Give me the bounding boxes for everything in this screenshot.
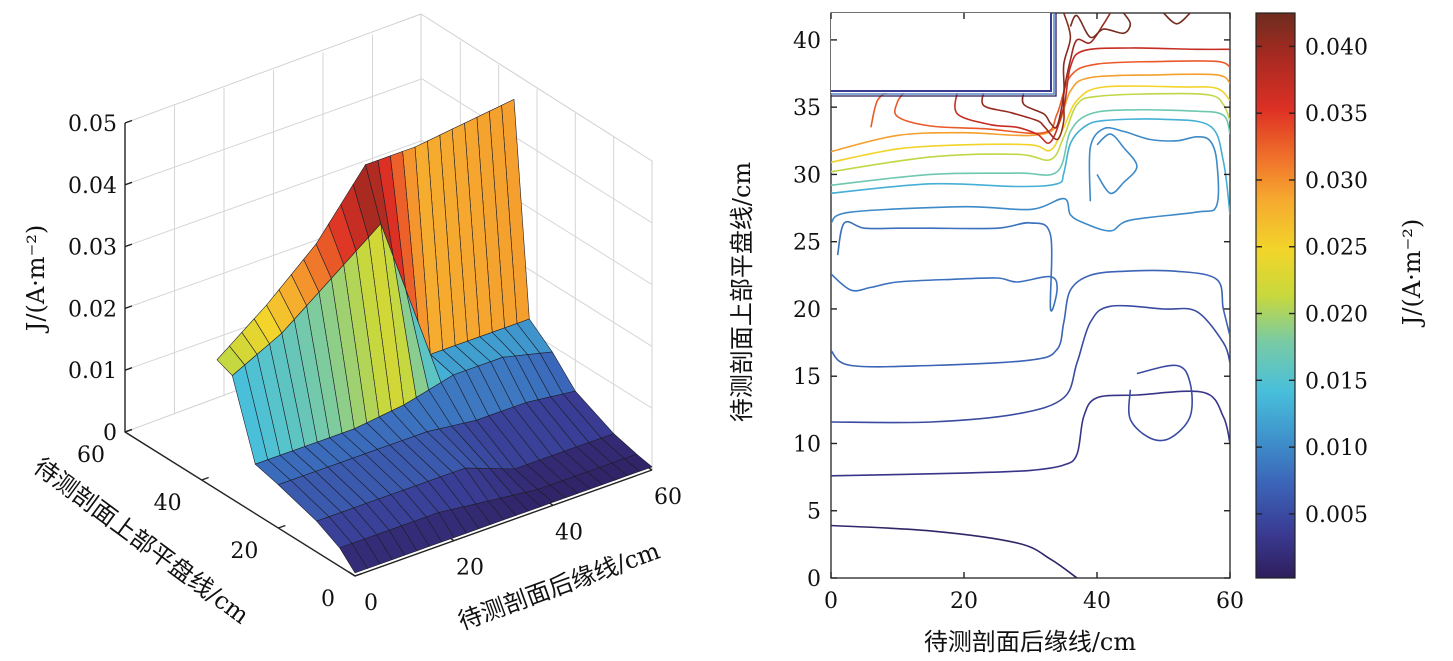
contour-line (1162, 13, 1191, 25)
contour-line (831, 73, 1230, 153)
contour-line (1069, 13, 1132, 39)
colorbar-tick-label: 0.015 (1305, 369, 1368, 394)
contour-line (831, 524, 1078, 578)
colorbar-label: J/(A·m⁻²) (1398, 219, 1426, 328)
surface-x-axis-label: 待测剖面后缘线/cm (454, 537, 663, 636)
y-tick-label: 0 (321, 587, 335, 612)
contour-line (1021, 13, 1072, 129)
contour-y-tick-label: 40 (793, 29, 821, 54)
contour-plot: 0 20 40 60 0 5 10 15 20 25 30 35 40 待测剖面后缘线/cm 待测剖面… (728, 12, 1426, 656)
colorbar-tick-label: 0.040 (1305, 35, 1368, 60)
x-tick (348, 571, 356, 577)
z-tick-label: 0.03 (68, 236, 117, 261)
surface-y-axis-label: 待测剖面上部平盘线/cm (28, 452, 254, 629)
y-tick (201, 476, 209, 481)
contour-line (831, 304, 1230, 424)
z-tick (124, 119, 133, 124)
y-tick (354, 572, 363, 577)
contour-line (831, 126, 1220, 232)
contour-line (1128, 364, 1193, 442)
colorbar-tick-label: 0.030 (1305, 169, 1368, 194)
colorbar-tick-label: 0.020 (1305, 303, 1368, 328)
x-tick-label: 40 (555, 520, 583, 545)
colorbar (1255, 12, 1296, 579)
contour-line (981, 13, 1111, 141)
z-tick (124, 181, 133, 186)
x-tick-label: 20 (456, 556, 484, 581)
surface-plot: 0 0.01 0.02 0.03 0.04 0.05 0 20 40 60 0 20 40 60 J/… (22, 13, 682, 636)
surface-ticks (124, 119, 653, 577)
surface-patch (339, 543, 368, 574)
contour-x-tick-label: 60 (1216, 589, 1244, 614)
contour-y-tick-label: 30 (793, 163, 821, 188)
contour-line (831, 118, 1230, 215)
contour-line (831, 269, 1230, 368)
contour-line (954, 47, 1230, 144)
y-tick-label: 60 (77, 443, 105, 468)
wall-gridline (124, 78, 653, 224)
z-tick (124, 305, 133, 310)
x-tick-labels: 0 20 40 60 (364, 485, 682, 616)
contour-y-tick-label: 15 (793, 365, 821, 390)
contour-y-tick-label: 20 (793, 298, 821, 323)
z-tick (124, 243, 133, 248)
contour-y-tick-label: 25 (793, 231, 821, 256)
z-tick-labels: 0 0.01 0.02 0.03 0.04 0.05 (68, 112, 117, 446)
obstacle-block (831, 13, 1057, 97)
contour-y-tick-label: 10 (793, 432, 821, 457)
z-tick-label: 0.01 (68, 359, 117, 384)
y-tick (124, 428, 133, 433)
x-tick-label: 0 (364, 591, 378, 616)
colorbar-tick-label: 0.005 (1305, 503, 1368, 528)
contour-y-ticks: 0 5 10 15 20 25 30 35 40 (793, 29, 1230, 592)
y-tick-label: 20 (230, 539, 258, 564)
contour-line (1096, 133, 1138, 195)
y-tick (278, 524, 286, 529)
x-tick-label: 60 (654, 485, 682, 510)
contour-y-tick-label: 0 (807, 567, 821, 592)
surface-z-axis-label: J/(A·m⁻²) (22, 225, 50, 334)
contour-line (831, 390, 1230, 477)
contour-x-axis-label: 待测剖面后缘线/cm (924, 628, 1137, 656)
z-tick-label: 0.02 (68, 297, 117, 322)
contour-y-tick-label: 5 (807, 500, 821, 525)
contour-x-tick-label: 0 (824, 589, 838, 614)
colorbar-ticks: 0.005 0.010 0.015 0.020 0.025 0.030 0.035 0.040 (1256, 35, 1368, 528)
z-tick-label: 0 (103, 421, 117, 446)
colorbar-tick-label: 0.025 (1305, 236, 1368, 261)
y-tick-labels: 0 20 40 60 (77, 443, 335, 612)
z-tick-label: 0.04 (68, 174, 117, 199)
surface-axes (124, 123, 653, 577)
contour-line (831, 220, 1058, 312)
contour-y-axis-label: 待测剖面上部平盘线/cm (728, 162, 756, 423)
z-tick (124, 367, 133, 371)
contour-line (831, 92, 1230, 173)
colorbar-tick-label: 0.010 (1305, 436, 1368, 461)
y-tick-label: 40 (154, 491, 182, 516)
contour-x-tick-label: 20 (950, 589, 978, 614)
contour-line (831, 108, 1230, 186)
contour-x-ticks: 0 20 40 60 (824, 13, 1244, 614)
contour-x-tick-label: 40 (1083, 589, 1111, 614)
contour-y-tick-label: 35 (793, 96, 821, 121)
surface-mesh (216, 98, 653, 574)
wall-gridline (124, 140, 653, 286)
colorbar-tick-label: 0.035 (1305, 102, 1368, 127)
contour-plot-frame (830, 12, 1231, 579)
contour-line (831, 85, 1230, 164)
z-tick-label: 0.05 (68, 112, 117, 137)
